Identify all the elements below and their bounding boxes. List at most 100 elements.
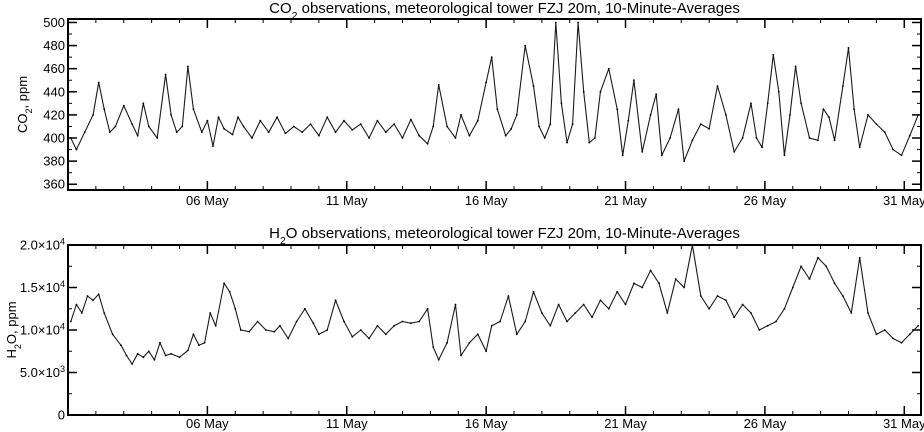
data-point: [131, 363, 134, 365]
data-point: [170, 352, 173, 355]
data-point: [153, 358, 156, 361]
data-point: [265, 329, 267, 331]
data-point: [627, 119, 630, 122]
data-point: [660, 154, 663, 157]
data-point: [883, 131, 886, 134]
data-point: [178, 356, 181, 359]
x-tick-label: 16 May: [465, 416, 508, 431]
data-point: [223, 282, 226, 285]
data-point: [200, 131, 203, 134]
data-point: [515, 114, 518, 116]
data-point: [237, 116, 239, 119]
data-point: [287, 337, 290, 340]
data-point: [900, 341, 903, 344]
data-point: [917, 114, 920, 116]
data-point: [616, 290, 619, 293]
data-point: [284, 132, 287, 135]
data-point: [808, 278, 811, 280]
chart-title: H2O observations, meteorological tower F…: [269, 225, 740, 247]
data-point: [607, 67, 610, 70]
data-point: [842, 85, 844, 87]
data-point: [248, 330, 251, 333]
data-point: [825, 265, 828, 268]
data-point: [833, 139, 836, 142]
data-point: [616, 108, 619, 110]
data-point: [446, 341, 448, 344]
data-point: [716, 85, 719, 87]
data-point: [476, 333, 479, 336]
data-point: [532, 85, 535, 87]
y-tick-label: 440: [43, 84, 65, 99]
data-point: [103, 312, 106, 314]
data-point: [214, 324, 217, 327]
data-point: [401, 137, 404, 139]
data-point: [850, 312, 853, 314]
data-point: [83, 131, 86, 134]
data-point: [549, 123, 552, 125]
data-point: [853, 108, 855, 110]
data-point: [192, 108, 195, 110]
data-point: [708, 307, 710, 310]
data-point: [485, 350, 487, 353]
data-point: [822, 108, 825, 110]
data-point: [794, 65, 797, 68]
data-point: [437, 84, 440, 86]
y-axis-label: CO2, ppm: [15, 76, 34, 133]
data-point: [582, 303, 585, 306]
data-point: [499, 320, 501, 323]
data-point: [454, 303, 457, 306]
data-point: [460, 354, 462, 357]
data-point: [432, 125, 435, 128]
data-point: [86, 295, 89, 297]
co2-chart: CO2 observations, meteorological tower F…: [15, 0, 924, 208]
data-point: [198, 344, 200, 347]
data-point: [658, 282, 660, 285]
data-point: [808, 137, 811, 139]
data-point: [175, 131, 178, 134]
data-point: [607, 307, 610, 310]
data-point: [554, 21, 557, 24]
x-tick-label: 16 May: [465, 193, 508, 208]
data-point: [571, 123, 574, 125]
plot-frame: [67, 18, 922, 191]
data-point: [800, 265, 802, 268]
data-point: [599, 90, 602, 93]
data-point: [566, 320, 568, 323]
data-point: [777, 90, 780, 93]
y-tick-label: 1.5×104: [20, 279, 65, 295]
data-point: [666, 312, 669, 314]
data-point: [384, 131, 387, 134]
data-point: [326, 116, 329, 119]
data-point: [97, 81, 100, 84]
x-tick-label: 06 May: [186, 193, 229, 208]
data-point: [136, 134, 139, 137]
data-point: [800, 102, 802, 105]
data-point: [510, 127, 513, 130]
data-point: [69, 320, 72, 323]
data-point: [476, 119, 479, 122]
data-point: [741, 303, 744, 306]
data-point: [633, 282, 635, 285]
data-point: [156, 137, 159, 139]
data-point: [828, 116, 830, 119]
data-point: [750, 102, 752, 105]
data-point: [900, 154, 903, 157]
data-point: [485, 81, 487, 84]
data-point: [560, 102, 563, 105]
y-tick-label: 360: [43, 177, 65, 192]
data-point: [875, 333, 878, 336]
data-point: [384, 333, 387, 336]
data-point: [691, 139, 694, 142]
x-tick-label: 11 May: [326, 193, 368, 208]
data-point: [541, 312, 543, 314]
data-point: [256, 320, 259, 323]
data-point: [108, 131, 111, 134]
data-point: [446, 125, 448, 128]
x-tick-label: 31 May: [883, 416, 924, 431]
data-point: [122, 104, 125, 107]
data-point: [566, 141, 568, 144]
data-point: [75, 303, 78, 306]
data-point: [496, 108, 499, 110]
data-point: [301, 131, 304, 134]
data-point: [791, 286, 794, 289]
